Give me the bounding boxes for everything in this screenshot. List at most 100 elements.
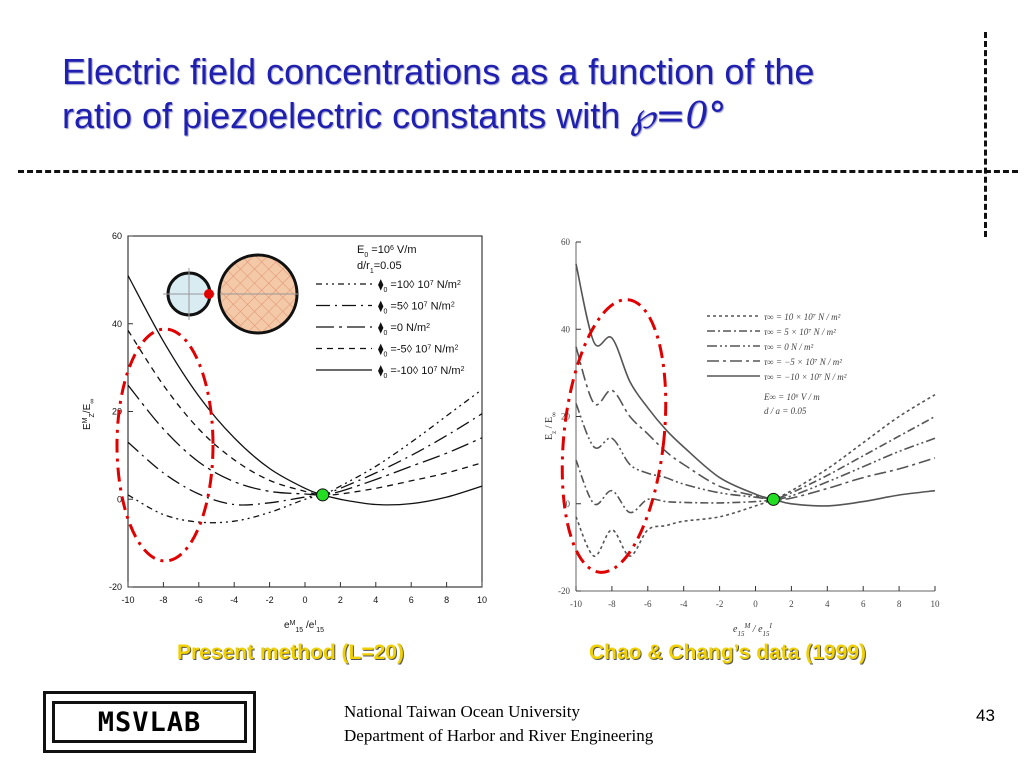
right-y-axis-label-part-1: z — [550, 431, 558, 434]
right-x-axis-label-part-1: 15 — [737, 630, 745, 638]
right-series-line-0 — [575, 394, 936, 557]
right-xtick-label: 8 — [897, 599, 902, 609]
right-legend-label-3: τ∞ = −5 × 10⁷ N / m² — [764, 357, 842, 367]
right-intersection-marker — [766, 492, 780, 506]
left-x-axis-label-part-5: 15 — [316, 627, 324, 634]
left-legend-header-field-part-0: E — [357, 244, 364, 256]
left-legend-header-ratio-part-2: =0.05 — [374, 260, 402, 272]
left-legend-label-4-part-0: ⧫ — [378, 365, 384, 377]
left-legend-label-4-part-3: 7 — [433, 366, 437, 373]
left-legend-label-1-part-5: 2 — [451, 301, 455, 308]
right-y-axis-label-part-3: ∞ — [550, 412, 558, 417]
right-xtick-label: -10 — [570, 599, 582, 609]
left-legend-label-1-part-2: =5◊ 10 — [387, 301, 423, 313]
title-line-2: ratio of piezoelectric constants with ℘=… — [62, 94, 967, 139]
inclusion-schematic — [163, 253, 299, 335]
right-ytick-label: -20 — [558, 586, 570, 596]
right-xtick-label: -2 — [716, 599, 724, 609]
left-legend-label-0-part-4: N/m — [434, 279, 457, 291]
left-series-line-0 — [127, 389, 483, 524]
right-xtick-label: -8 — [608, 599, 616, 609]
left-legend-label-3-part-4: N/m — [431, 344, 454, 356]
title-line-1: Electric field concentrations as a funct… — [62, 51, 815, 92]
organization-block: National Taiwan Ocean University Departm… — [344, 700, 653, 748]
left-ytick-label: 20 — [112, 407, 122, 417]
left-series-line-4 — [127, 275, 483, 506]
left-y-axis-label: EMZ/E∞ — [82, 399, 96, 430]
left-legend-label-4-part-1: 0 — [383, 373, 387, 380]
right-x-axis-label-part-4: 15 — [763, 630, 771, 638]
right-series-line-2 — [575, 403, 936, 501]
left-series-line-3 — [127, 329, 483, 496]
left-x-axis-label-part-3: /e — [303, 620, 315, 631]
right-legend-extra-0: E∞ = 10⁶ V / m — [763, 392, 820, 402]
left-series-line-1 — [127, 413, 483, 506]
left-xtick-label: 8 — [444, 595, 449, 605]
right-x-axis-label-part-0: e — [733, 624, 738, 635]
right-x-axis-label-part-5: I — [769, 622, 773, 630]
highlight-ellipse-right — [560, 298, 668, 574]
right-series-line-1 — [575, 415, 936, 514]
left-series-line-2 — [127, 384, 483, 496]
left-legend-header-ratio-part-1: 1 — [370, 268, 374, 275]
left-xtick-label: 2 — [338, 595, 343, 605]
evaluation-point-marker — [204, 289, 214, 299]
right-xtick-label: 2 — [789, 599, 794, 609]
left-legend-label-4-part-2: =-10◊ 10 — [387, 365, 433, 377]
left-legend-label-4-part-4: N/m — [437, 365, 460, 377]
left-xtick-label: -4 — [230, 595, 238, 605]
right-xtick-label: 4 — [825, 599, 830, 609]
left-xtick-label: 10 — [477, 595, 487, 605]
left-xtick-label: -2 — [266, 595, 274, 605]
left-legend-label-0-part-2: =10◊ 10 — [387, 279, 429, 291]
left-legend-label-2-part-1: 0 — [383, 330, 387, 337]
left-legend-header-field: E0 =106 V/m — [357, 244, 417, 259]
left-legend-label-2-part-5: 2 — [426, 323, 430, 330]
left-legend-header-ratio: d/r1=0.05 — [357, 260, 402, 275]
right-xtick-label: 6 — [861, 599, 866, 609]
left-legend-label-3-part-1: 0 — [383, 351, 387, 358]
caption-chao-chang: Chao & Chang’s data (1999) — [589, 641, 866, 664]
left-legend-label-4-part-5: 2 — [461, 366, 465, 373]
right-legend-label-0: τ∞ = 10 × 10⁷ N / m² — [764, 312, 841, 322]
right-ytick-label: 40 — [561, 324, 571, 334]
left-xtick-label: 6 — [409, 595, 414, 605]
left-xtick-label: -6 — [195, 595, 203, 605]
left-legend-label-3-part-2: =-5◊ 10 — [387, 344, 427, 356]
org-university: National Taiwan Ocean University — [344, 702, 580, 721]
right-xtick-label: -4 — [680, 599, 688, 609]
caption-present-method: Present method (L=20) — [177, 641, 404, 664]
left-y-axis-label-part-3: /E — [82, 403, 93, 413]
right-xtick-label: -6 — [644, 599, 652, 609]
left-legend-label-1-part-0: ⧫ — [378, 301, 384, 313]
right-x-axis-label-part-3: / e — [750, 624, 763, 635]
left-x-axis-label: eM15 /eI15 — [284, 620, 324, 634]
left-y-axis-label-part-0: E — [82, 423, 93, 430]
left-legend-label-1-part-4: N/m — [428, 301, 451, 313]
left-legend-header-field-part-4: V/m — [394, 244, 417, 256]
left-legend-label-0-part-3: 7 — [430, 280, 434, 287]
horizontal-dashed-divider — [18, 170, 1018, 173]
left-legend-header-ratio-part-0: d/r — [357, 260, 370, 272]
right-ytick-label: 60 — [561, 237, 571, 247]
left-legend-label-1-part-1: 0 — [383, 308, 387, 315]
left-legend-label-0-part-5: 2 — [457, 280, 461, 287]
right-xtick-label: 0 — [753, 599, 758, 609]
right-legend-label-2: τ∞ = 0 N / m² — [764, 342, 813, 352]
left-x-axis-label-part-2: 15 — [295, 627, 303, 634]
left-legend-label-3-part-0: ⧫ — [378, 344, 384, 356]
right-x-axis-label-part-2: M — [743, 622, 751, 630]
left-y-axis-label-part-1: M — [82, 417, 89, 423]
left-legend-label-0-part-1: 0 — [383, 287, 387, 294]
left-xtick-label: -8 — [159, 595, 167, 605]
title-symbol: ℘=0° — [630, 96, 727, 137]
left-ytick-label: -20 — [109, 582, 122, 592]
left-legend-header-field-part-1: 0 — [364, 252, 368, 259]
left-y-axis-label-part-2: Z — [89, 412, 96, 417]
left-x-axis-label-part-4: I — [314, 620, 316, 627]
left-legend-label-1: ⧫0 =5◊ 107 N/m2 — [378, 301, 455, 316]
vertical-dashed-divider — [984, 32, 987, 237]
right-ytick-label: 0 — [566, 499, 571, 509]
